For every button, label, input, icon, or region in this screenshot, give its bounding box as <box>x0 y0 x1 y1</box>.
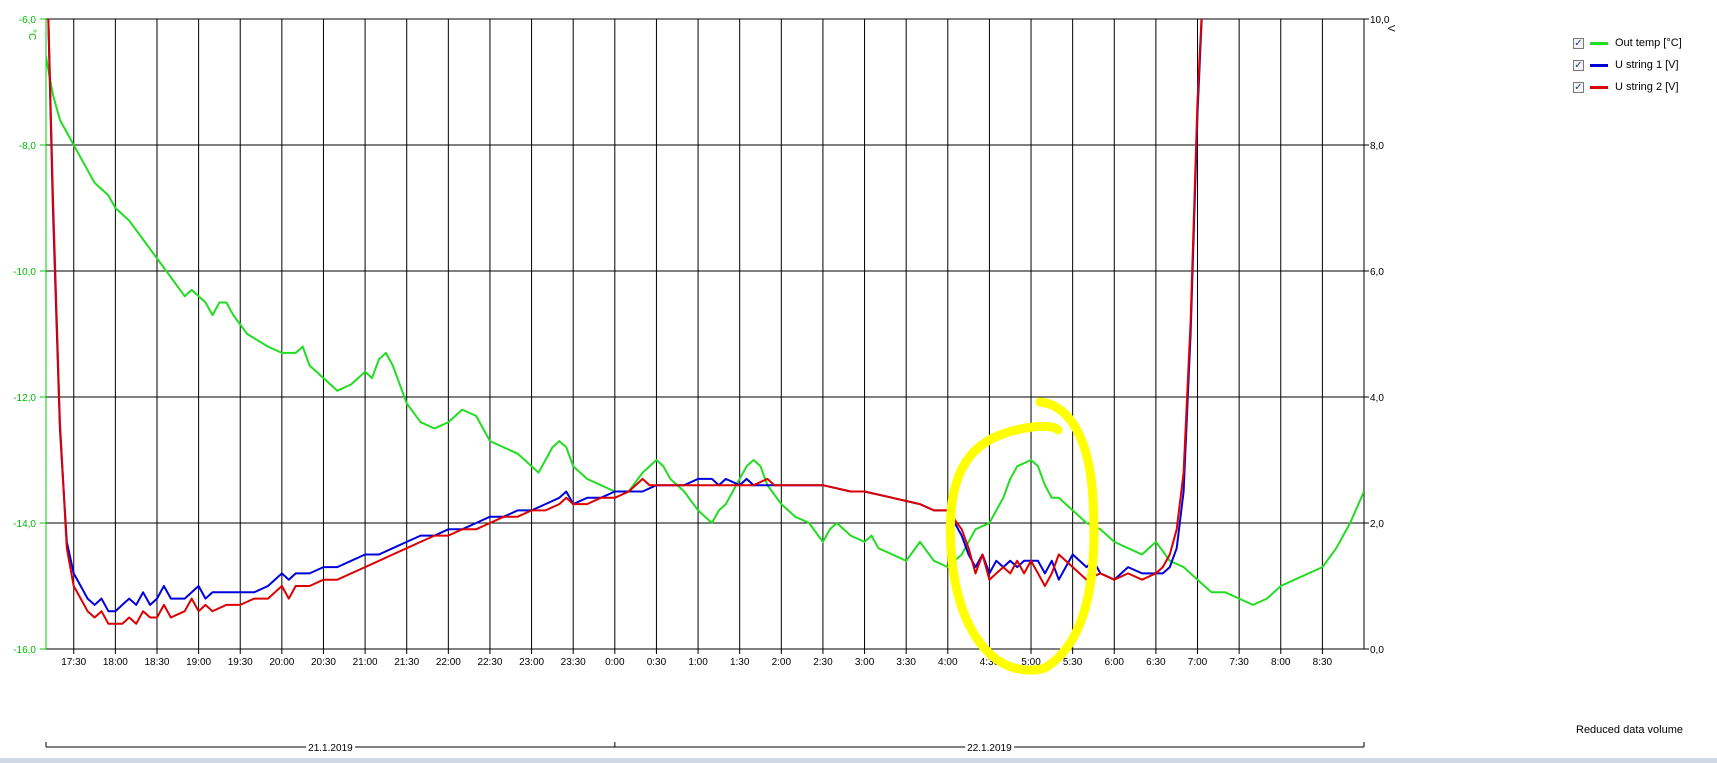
x-axis-tick-label: 20:30 <box>311 657 336 668</box>
legend-item-u-string-1[interactable]: ✓ U string 1 [V] <box>1573 54 1682 76</box>
x-axis-tick-label: 22:30 <box>477 657 502 668</box>
date-label: 21.1.2019 <box>308 743 353 754</box>
x-axis-tick-label: 18:00 <box>103 657 128 668</box>
x-axis-tick-label: 4:30 <box>980 657 1000 668</box>
left-axis-unit: °C <box>26 29 37 40</box>
legend-label: U string 2 [V] <box>1615 81 1679 93</box>
x-axis-tick-label: 19:00 <box>186 657 211 668</box>
x-axis-tick-label: 20:00 <box>269 657 294 668</box>
right-axis-tick-label: 2,0 <box>1370 519 1384 530</box>
x-axis-tick-label: 8:00 <box>1271 657 1291 668</box>
x-axis-tick-label: 3:30 <box>896 657 916 668</box>
legend-checkbox[interactable]: ✓ <box>1573 59 1584 71</box>
date-label: 22.1.2019 <box>967 743 1012 754</box>
x-axis-tick-label: 3:00 <box>855 657 875 668</box>
plot-area <box>45 18 1365 650</box>
legend: ✓ Out temp [°C] ✓ U string 1 [V] ✓ U str… <box>1573 32 1682 98</box>
legend-swatch <box>1590 63 1608 67</box>
x-axis-tick-label: 8:30 <box>1313 657 1333 668</box>
legend-item-u-string-2[interactable]: ✓ U string 2 [V] <box>1573 76 1682 98</box>
legend-swatch <box>1590 85 1608 89</box>
x-axis-tick-label: 5:00 <box>1021 657 1041 668</box>
x-axis-tick-label: 18:30 <box>144 657 169 668</box>
series-line-3 <box>47 19 1203 625</box>
x-axis-tick-label: 6:30 <box>1146 657 1166 668</box>
legend-checkbox[interactable]: ✓ <box>1573 37 1584 49</box>
legend-label: Out temp [°C] <box>1615 37 1682 49</box>
x-axis-tick-label: 23:30 <box>561 657 586 668</box>
left-axis-tick-label: -16,0 <box>13 645 36 656</box>
right-axis-tick-label: 0,0 <box>1370 645 1384 656</box>
right-axis-unit: V <box>1385 25 1396 32</box>
x-axis-tick-label: 17:30 <box>61 657 86 668</box>
date-label-background <box>306 743 356 754</box>
x-axis-tick-label: 0:00 <box>605 657 625 668</box>
legend-checkbox[interactable]: ✓ <box>1573 81 1584 93</box>
date-label-background <box>965 743 1015 754</box>
legend-swatch <box>1590 41 1608 45</box>
x-axis-tick-label: 22:00 <box>436 657 461 668</box>
x-axis-tick-label: 21:00 <box>353 657 378 668</box>
x-axis-tick-label: 19:30 <box>228 657 253 668</box>
x-axis-tick-label: 5:30 <box>1063 657 1083 668</box>
x-axis-tick-label: 4:00 <box>938 657 958 668</box>
x-axis-tick-label: 1:30 <box>730 657 750 668</box>
x-axis-tick-label: 7:00 <box>1188 657 1208 668</box>
right-axis-tick-label: 10,0 <box>1370 15 1390 26</box>
x-axis-tick-label: 23:00 <box>519 657 544 668</box>
left-axis-tick-label: -14,0 <box>13 519 36 530</box>
series-line-2 <box>47 19 1203 613</box>
x-axis-tick-label: 0:30 <box>647 657 667 668</box>
legend-item-out-temp[interactable]: ✓ Out temp [°C] <box>1573 32 1682 54</box>
right-axis-tick-label: 6,0 <box>1370 267 1384 278</box>
bottom-scroll-strip[interactable] <box>0 758 1717 763</box>
reduced-data-note: Reduced data volume <box>1576 724 1684 736</box>
x-axis-tick-label: 7:30 <box>1229 657 1249 668</box>
right-axis-tick-label: 8,0 <box>1370 141 1384 152</box>
right-axis-tick-label: 4,0 <box>1370 393 1384 404</box>
highlight-annotation <box>945 397 1099 675</box>
left-axis-tick-label: -10,0 <box>13 267 36 278</box>
left-axis-tick-label: -12,0 <box>13 393 36 404</box>
x-axis-tick-label: 21:30 <box>394 657 419 668</box>
x-axis-tick-label: 1:00 <box>688 657 708 668</box>
left-axis-tick-label: -6,0 <box>19 15 37 26</box>
x-axis-tick-label: 6:00 <box>1105 657 1125 668</box>
x-axis-tick-label: 2:30 <box>813 657 833 668</box>
legend-label: U string 1 [V] <box>1615 59 1679 71</box>
left-axis-tick-label: -8,0 <box>19 141 37 152</box>
x-axis-tick-label: 2:00 <box>772 657 792 668</box>
